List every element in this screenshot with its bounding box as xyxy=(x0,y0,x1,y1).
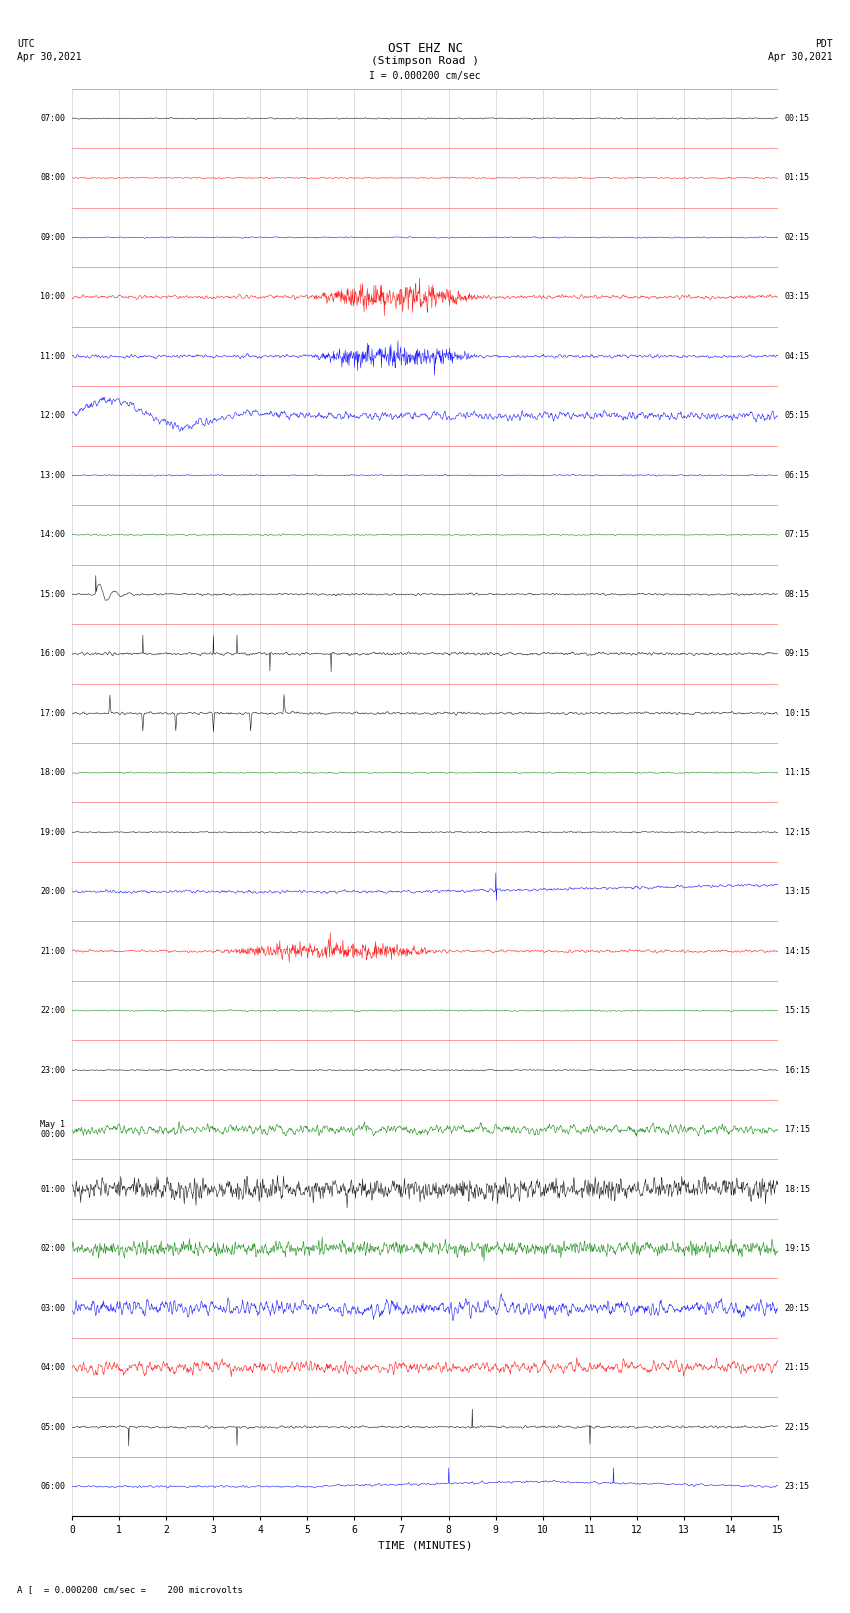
Text: I = 0.000200 cm/sec: I = 0.000200 cm/sec xyxy=(369,71,481,81)
Text: 20:00: 20:00 xyxy=(40,887,65,897)
Text: 15:00: 15:00 xyxy=(40,590,65,598)
Text: 18:15: 18:15 xyxy=(785,1184,810,1194)
Text: 09:00: 09:00 xyxy=(40,232,65,242)
Text: 19:15: 19:15 xyxy=(785,1244,810,1253)
Text: OST EHZ NC: OST EHZ NC xyxy=(388,42,462,55)
Text: UTC: UTC xyxy=(17,39,35,48)
Text: 17:00: 17:00 xyxy=(40,708,65,718)
Text: (Stimpson Road ): (Stimpson Road ) xyxy=(371,56,479,66)
Text: 21:15: 21:15 xyxy=(785,1363,810,1373)
Text: 07:15: 07:15 xyxy=(785,531,810,539)
Text: 15:15: 15:15 xyxy=(785,1007,810,1015)
Text: 05:00: 05:00 xyxy=(40,1423,65,1431)
X-axis label: TIME (MINUTES): TIME (MINUTES) xyxy=(377,1540,473,1550)
Text: 11:00: 11:00 xyxy=(40,352,65,361)
Text: 06:00: 06:00 xyxy=(40,1482,65,1490)
Text: 04:15: 04:15 xyxy=(785,352,810,361)
Text: 10:00: 10:00 xyxy=(40,292,65,302)
Text: 01:15: 01:15 xyxy=(785,174,810,182)
Text: Apr 30,2021: Apr 30,2021 xyxy=(768,52,833,61)
Text: 01:00: 01:00 xyxy=(40,1184,65,1194)
Text: 16:15: 16:15 xyxy=(785,1066,810,1074)
Text: 08:15: 08:15 xyxy=(785,590,810,598)
Text: 22:00: 22:00 xyxy=(40,1007,65,1015)
Text: 07:00: 07:00 xyxy=(40,115,65,123)
Text: 12:15: 12:15 xyxy=(785,827,810,837)
Text: 02:00: 02:00 xyxy=(40,1244,65,1253)
Text: 05:15: 05:15 xyxy=(785,411,810,421)
Text: 17:15: 17:15 xyxy=(785,1126,810,1134)
Text: 03:00: 03:00 xyxy=(40,1303,65,1313)
Text: 00:15: 00:15 xyxy=(785,115,810,123)
Text: 14:00: 14:00 xyxy=(40,531,65,539)
Text: 23:00: 23:00 xyxy=(40,1066,65,1074)
Text: 06:15: 06:15 xyxy=(785,471,810,479)
Text: 19:00: 19:00 xyxy=(40,827,65,837)
Text: 11:15: 11:15 xyxy=(785,768,810,777)
Text: 02:15: 02:15 xyxy=(785,232,810,242)
Text: A [  = 0.000200 cm/sec =    200 microvolts: A [ = 0.000200 cm/sec = 200 microvolts xyxy=(17,1584,243,1594)
Text: Apr 30,2021: Apr 30,2021 xyxy=(17,52,82,61)
Text: 13:15: 13:15 xyxy=(785,887,810,897)
Text: 23:15: 23:15 xyxy=(785,1482,810,1490)
Text: 04:00: 04:00 xyxy=(40,1363,65,1373)
Text: PDT: PDT xyxy=(815,39,833,48)
Text: 16:00: 16:00 xyxy=(40,650,65,658)
Text: May 1
00:00: May 1 00:00 xyxy=(40,1119,65,1139)
Text: 09:15: 09:15 xyxy=(785,650,810,658)
Text: 21:00: 21:00 xyxy=(40,947,65,955)
Text: 22:15: 22:15 xyxy=(785,1423,810,1431)
Text: 10:15: 10:15 xyxy=(785,708,810,718)
Text: 18:00: 18:00 xyxy=(40,768,65,777)
Text: 12:00: 12:00 xyxy=(40,411,65,421)
Text: 03:15: 03:15 xyxy=(785,292,810,302)
Text: 08:00: 08:00 xyxy=(40,174,65,182)
Text: 20:15: 20:15 xyxy=(785,1303,810,1313)
Text: 14:15: 14:15 xyxy=(785,947,810,955)
Text: 13:00: 13:00 xyxy=(40,471,65,479)
